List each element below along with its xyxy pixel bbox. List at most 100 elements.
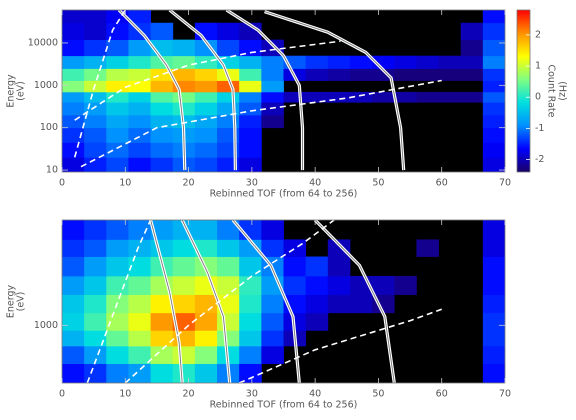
- heatmap-cell: [194, 220, 218, 240]
- heatmap-cell: [62, 114, 85, 129]
- solid-curve-core: [314, 220, 395, 383]
- heatmap-cell: [150, 80, 174, 93]
- heatmap-cell: [327, 275, 351, 295]
- heatmap-cell: [482, 127, 505, 143]
- heatmap-cell: [150, 294, 174, 314]
- heatmap-cell: [172, 80, 196, 93]
- heatmap-cell: [239, 157, 262, 172]
- heatmap-cell: [106, 114, 129, 129]
- heatmap-cell: [394, 55, 417, 69]
- x-tick-label: 60: [436, 389, 448, 400]
- solid-curve-core: [264, 11, 405, 171]
- heatmap-cell: [239, 256, 262, 277]
- heatmap-cell: [217, 239, 240, 257]
- colorbar-tick-label: 2: [535, 29, 541, 40]
- heatmap-cell: [482, 312, 505, 331]
- heatmap-cell: [194, 294, 218, 314]
- heatmap-cell: [62, 330, 85, 347]
- heatmap-cell: [239, 239, 262, 257]
- heatmap-cell: [150, 330, 174, 347]
- heatmap-cell: [150, 22, 174, 41]
- heatmap-cell: [172, 239, 196, 257]
- heatmap-cell: [128, 220, 151, 240]
- heatmap-cell: [482, 363, 505, 383]
- heatmap-cell: [327, 91, 351, 103]
- heatmap-cell: [84, 68, 107, 81]
- solid-curve-core: [181, 220, 231, 383]
- heatmap-cell: [239, 275, 262, 295]
- heatmap-cell: [194, 312, 218, 331]
- dashed-curve: [124, 220, 335, 383]
- plot-frame: [61, 219, 506, 384]
- heatmap-cell: [128, 345, 151, 364]
- heatmap-cell: [217, 275, 240, 295]
- heatmap-cell: [128, 80, 151, 93]
- heatmap-cell: [62, 22, 85, 41]
- heatmap-cell: [305, 55, 329, 69]
- heatmap-cell: [84, 80, 107, 93]
- heatmap-cell: [239, 102, 262, 116]
- heatmap-cell: [261, 312, 284, 331]
- heatmap-cell: [62, 55, 85, 69]
- heatmap-cell: [460, 55, 484, 69]
- heatmap-cell: [349, 55, 373, 69]
- heatmap-cell: [372, 275, 395, 295]
- y-tick-label: 10: [46, 165, 58, 176]
- heatmap-cell: [84, 330, 107, 347]
- heatmap-cell: [128, 256, 151, 277]
- heatmap-cell: [106, 239, 129, 257]
- heatmap-cell: [128, 39, 151, 57]
- heatmap-cell: [239, 39, 262, 57]
- heatmap-cell: [394, 91, 417, 103]
- heatmap-cell: [239, 142, 262, 158]
- heatmap-cell: [460, 68, 484, 81]
- heatmap-cell: [349, 294, 373, 314]
- heatmap-cell: [261, 294, 284, 314]
- heatmap-cell: [482, 114, 505, 129]
- heatmap-cell: [62, 68, 85, 81]
- heatmap-cell: [62, 157, 85, 172]
- heatmap-cell: [84, 345, 107, 364]
- heatmap-cell: [416, 91, 439, 103]
- heatmap-cell: [438, 55, 462, 69]
- heatmap-cell: [305, 91, 329, 103]
- heatmap-cell: [84, 39, 107, 57]
- x-tick-label: 70: [499, 178, 511, 189]
- heatmap-cell: [239, 363, 262, 383]
- x-tick-label: 0: [59, 178, 65, 189]
- heatmap-cell: [62, 220, 85, 240]
- heatmap-cell: [239, 312, 262, 331]
- solid-curve-core: [226, 10, 303, 171]
- heatmap-cell: [106, 142, 129, 158]
- heatmap-cell: [194, 363, 218, 383]
- heatmap-cell: [217, 80, 240, 93]
- heatmap-cell: [327, 294, 351, 314]
- heatmap-cell: [482, 256, 505, 277]
- heatmap-cell: [84, 239, 107, 257]
- heatmap-cell: [106, 102, 129, 116]
- heatmap-cell: [327, 256, 351, 277]
- heatmap-cell: [62, 256, 85, 277]
- heatmap-cell: [150, 220, 174, 240]
- heatmap-cell: [106, 55, 129, 69]
- heatmap-cell: [482, 91, 505, 103]
- heatmap-cell: [172, 55, 196, 69]
- heatmap-cell: [150, 239, 174, 257]
- heatmap-cell: [349, 68, 373, 81]
- heatmap-cell: [62, 80, 85, 93]
- heatmap-cell: [128, 275, 151, 295]
- heatmap-cell: [62, 102, 85, 116]
- heatmap-cell: [150, 157, 174, 172]
- heatmap-cell: [172, 345, 196, 364]
- colorbar-tick-label: 0: [535, 92, 541, 103]
- heatmap-cell: [150, 68, 174, 81]
- y-tick-label: 1000: [34, 320, 58, 331]
- heatmap-cell: [194, 239, 218, 257]
- solid-curve-core: [232, 220, 300, 383]
- heatmap-cell: [172, 312, 196, 331]
- heatmap-cell: [261, 68, 284, 81]
- heatmap-cell: [482, 294, 505, 314]
- heatmap-cell: [106, 256, 129, 277]
- heatmap-cell: [283, 275, 307, 295]
- heatmap-cell: [106, 91, 129, 103]
